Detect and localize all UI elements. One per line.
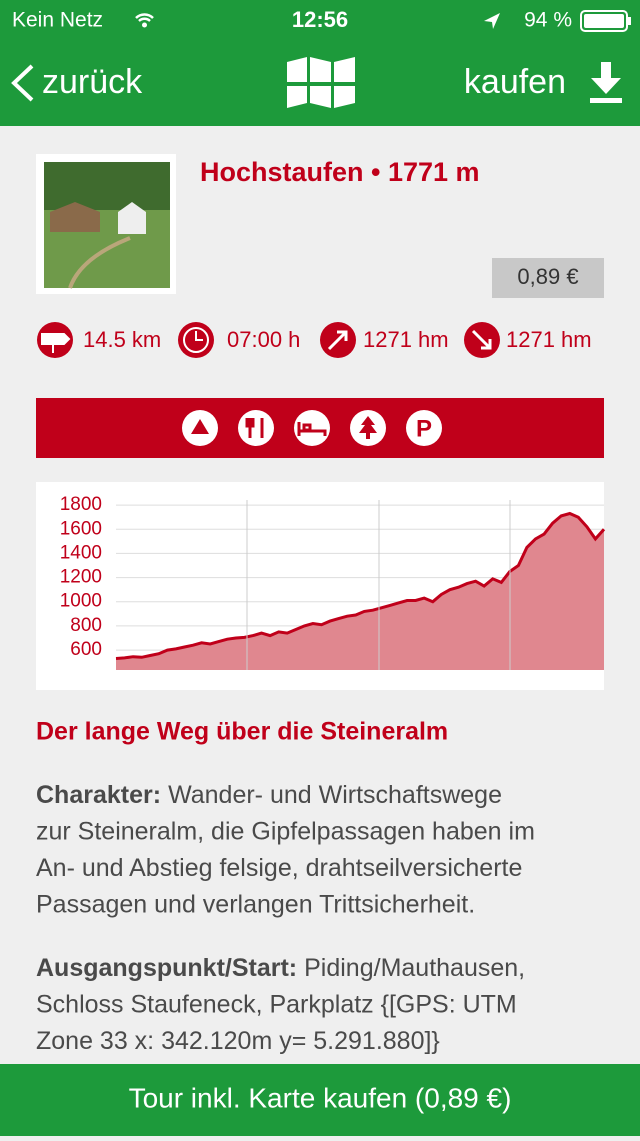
y-tick-label: 1000 <box>60 591 102 612</box>
clock-face <box>183 327 209 353</box>
paragraph-text: Piding/Mauthausen, <box>304 954 525 982</box>
paragraph-line: Ausgangspunkt/Start: Piding/Mauthausen, <box>36 954 525 982</box>
photo-chapel <box>118 202 146 234</box>
purchase-button[interactable]: Tour inkl. Karte kaufen (0,89 €) <box>0 1064 640 1136</box>
buy-label: kaufen <box>464 63 566 101</box>
battery-level: 94 % <box>524 9 572 32</box>
paragraph-text: zur Steineralm, die Gipfelpassagen haben… <box>36 817 535 845</box>
section-heading: Der lange Weg über die Steineralm <box>36 718 448 746</box>
y-tick-label: 1600 <box>60 518 102 539</box>
paragraph-label: Ausgangspunkt/Start: <box>36 954 297 982</box>
description: Charakter: Wander- und Wirtschaftswege zur… <box>36 781 535 1055</box>
elevation-line <box>115 511 606 660</box>
down-arrow <box>471 329 492 350</box>
paragraph-text: Zone 33 x: 342.120m y= 5.291.880]} <box>36 1027 440 1055</box>
download-icon <box>590 62 622 103</box>
tree-glyph <box>359 416 377 439</box>
tour-title: Hochstaufen • 1771 m <box>200 157 480 187</box>
paragraph-line: Zone 33 x: 342.120m y= 5.291.880]} <box>36 1027 440 1055</box>
y-tick-label: 800 <box>70 615 102 636</box>
paragraph-line: Schloss Staufeneck, Parkplatz {[GPS: UTM <box>36 990 517 1018</box>
back-chevron <box>11 64 34 102</box>
paragraph-line: Passagen und verlangen Trittsicherheit. <box>36 890 475 918</box>
x-grid <box>246 500 511 670</box>
buy-button[interactable]: kaufen <box>464 62 622 103</box>
clock: 12:56 <box>292 7 348 32</box>
carrier: Kein Netz <box>12 9 103 32</box>
y-tick-label: 600 <box>70 639 102 660</box>
paragraph-text: An- und Abstieg felsige, drahtseilversic… <box>36 854 522 882</box>
parking-icon <box>406 410 442 446</box>
tour-photo <box>36 154 176 294</box>
location-icon <box>484 13 500 29</box>
price: 0,89 € <box>517 264 578 289</box>
map-button[interactable] <box>287 57 355 108</box>
lodging-icon <box>294 410 330 446</box>
back-label: zurück <box>42 63 143 101</box>
photo-hut <box>50 202 100 232</box>
cutlery-glyph <box>245 418 264 438</box>
stat-distance: 14.5 km <box>83 327 161 352</box>
wifi-icon <box>135 13 154 23</box>
bed-glyph <box>297 422 327 436</box>
stat-ascent: 1271 hm <box>363 327 449 352</box>
photo-path <box>68 236 131 289</box>
paragraph-line: Charakter: Wander- und Wirtschaftswege <box>36 781 502 809</box>
elevation-chart: 600 800 1000 1200 1400 1600 1800 <box>60 494 606 670</box>
parking-glyph: P <box>416 415 432 442</box>
photo-forest <box>44 162 170 210</box>
price-box[interactable] <box>492 258 604 298</box>
footer-bar <box>0 1064 640 1136</box>
paragraph-line: zur Steineralm, die Gipfelpassagen haben… <box>36 817 535 845</box>
purchase-label: Tour inkl. Karte kaufen (0,89 €) <box>129 1082 512 1113</box>
summit-glyph <box>191 419 209 434</box>
paragraph-line: An- und Abstieg felsige, drahtseilversic… <box>36 854 522 882</box>
battery-fill <box>584 14 624 28</box>
paragraph-text: Wander- und Wirtschaftswege <box>168 781 502 809</box>
restaurant-icon <box>238 410 274 446</box>
clock-hands <box>195 331 203 341</box>
stat-descent: 1271 hm <box>506 327 592 352</box>
battery-icon <box>580 10 628 32</box>
signpost <box>41 333 71 353</box>
battery-tip <box>628 17 631 25</box>
y-tick-label: 1200 <box>60 567 102 588</box>
elevation-area <box>116 513 604 670</box>
paragraph-label: Charakter: <box>36 781 161 809</box>
y-tick-label: 1400 <box>60 542 102 563</box>
back-button[interactable]: zurück <box>11 63 143 102</box>
y-tick-label: 1800 <box>60 494 102 515</box>
paragraph-text: Passagen und verlangen Trittsicherheit. <box>36 890 475 918</box>
stat-time: 07:00 h <box>227 327 300 352</box>
paragraph-text: Schloss Staufeneck, Parkplatz {[GPS: UTM <box>36 990 517 1018</box>
wifi-dot <box>142 22 147 28</box>
up-arrow <box>327 330 348 351</box>
